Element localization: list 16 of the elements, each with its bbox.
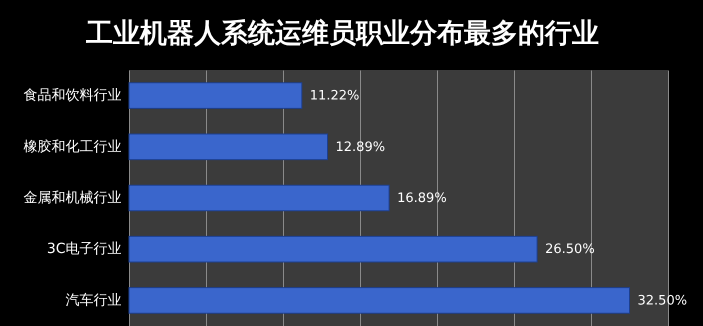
data-label: 16.89%: [397, 191, 447, 206]
bar: [128, 82, 302, 109]
data-label: 11.22%: [310, 88, 360, 104]
y-tick-label: 3C电子行业: [46, 241, 122, 258]
data-label: 12.89%: [336, 140, 386, 155]
bar: [128, 184, 390, 212]
y-tick-label: 金属和机械行业: [24, 190, 122, 206]
data-label: 32.50%: [638, 293, 688, 308]
chart-title: 工业机器人系统运维员职业分布最多的行业: [85, 18, 599, 49]
y-tick-label: 汽车行业: [66, 292, 122, 308]
data-label: 26.50%: [545, 242, 595, 258]
y-tick-label: 橡胶和化工行业: [24, 138, 122, 155]
bar: [128, 236, 538, 262]
y-tick-label: 食品和饮料行业: [24, 88, 122, 104]
bar: [128, 287, 630, 314]
bar: [128, 134, 328, 160]
